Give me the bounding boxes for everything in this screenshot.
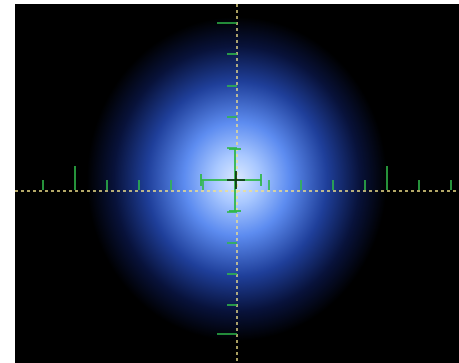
centroid-marker	[200, 148, 262, 212]
vertical-scale	[217, 22, 237, 335]
beam-profile-view[interactable]	[15, 4, 459, 363]
horizontal-scale	[42, 166, 452, 190]
